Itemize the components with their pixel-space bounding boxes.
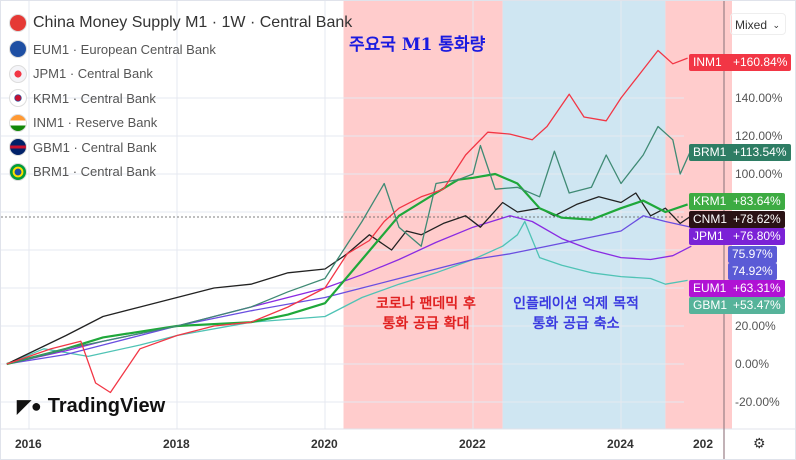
price-label-symbol: EUM1 (693, 281, 727, 295)
scale-mode-label: Mixed (735, 18, 768, 32)
price-label-symbol: CNM1 (693, 212, 728, 226)
eu-flag-icon (9, 40, 27, 59)
inflation-line2: 통화 공급 축소 (532, 316, 620, 332)
pandemic-line2: 통화 공급 확대 (382, 316, 470, 332)
inflation-annotation: 인플레이션 억제 목적 통화 공급 축소 (501, 294, 651, 334)
price-label-inm1: INM1 +160.84% (689, 54, 792, 71)
settings-gear-icon[interactable]: ⚙ (753, 435, 766, 451)
price-label-value: +53.47% (733, 298, 781, 312)
price-label-scale: 75.97% (728, 246, 777, 263)
x-tick-label: 2024 (607, 437, 634, 451)
y-tick-label: 100.00% (735, 167, 783, 181)
price-label-cnm1: CNM1 +78.62% (689, 211, 785, 228)
y-tick-label: 0.00% (735, 357, 770, 371)
series-line-brm1[interactable] (6, 125, 692, 365)
tradingview-wordmark: TradingView (47, 395, 166, 417)
x-tick-label: 2020 (311, 437, 338, 451)
chevron-down-icon: ⌄ (772, 20, 780, 30)
price-label-symbol: GBM1 (693, 298, 728, 312)
price-label-value: +160.84% (733, 55, 788, 69)
legend-label: JPM1 · Central Bank (33, 66, 153, 82)
pandemic-line1: 코로나 팬데믹 후 (376, 296, 476, 312)
y-tick-label: 140.00% (735, 91, 783, 105)
price-label-scale: 74.92% (728, 263, 777, 280)
y-tick-label: 120.00% (735, 129, 783, 143)
price-label-value: +76.80% (733, 229, 781, 243)
x-tick-label: 2022 (459, 437, 486, 451)
price-label-value: 75.97% (732, 247, 773, 261)
legend-main[interactable]: China Money Supply M1 · 1W · Central Ban… (9, 9, 352, 37)
price-label-value: 74.92% (732, 264, 773, 278)
series-line-cnm1[interactable] (6, 192, 692, 365)
x-tick-label: 2016 (15, 437, 42, 451)
chart-annotation-title: 주요국 M1 통화량 (349, 35, 486, 55)
scale-mode-dropdown[interactable]: Mixed ⌄ (730, 13, 786, 35)
price-label-value: +113.54% (733, 145, 787, 159)
price-label-brm1: BRM1 +113.54% (689, 144, 791, 161)
tradingview-logo-icon: ◤● (17, 396, 42, 416)
legend-item[interactable]: BRM1 · Central Bank (9, 160, 352, 185)
legend-main-label: China Money Supply M1 · 1W · Central Ban… (33, 14, 353, 31)
legend-item[interactable]: INM1 · Reserve Bank (9, 111, 352, 136)
legend-item[interactable]: GBM1 · Central Bank (9, 135, 352, 160)
series-line-eum1[interactable] (6, 215, 692, 365)
legend-item[interactable]: KRM1 · Central Bank (9, 86, 352, 111)
x-tick-label: 2018 (163, 437, 190, 451)
japan-flag-icon (9, 64, 27, 83)
price-label-value: +78.62% (733, 212, 781, 226)
legend-label: KRM1 · Central Bank (33, 90, 156, 106)
legend: China Money Supply M1 · 1W · Central Ban… (9, 9, 352, 184)
price-label-symbol: KRM1 (693, 194, 727, 208)
price-label-symbol: INM1 (693, 55, 722, 69)
price-label-symbol: JPM1 (693, 229, 724, 243)
y-tick-label: 20.00% (735, 319, 776, 333)
legend-label: GBM1 · Central Bank (33, 139, 157, 155)
price-label-krm1: KRM1 +83.64% (689, 193, 785, 210)
series-line-inm1[interactable] (6, 49, 688, 394)
korea-flag-icon (9, 89, 27, 108)
uk-flag-icon (9, 138, 27, 157)
legend-label: BRM1 · Central Bank (33, 164, 156, 180)
y-tick-label: -20.00% (735, 395, 780, 409)
price-label-jpm1: JPM1 +76.80% (689, 228, 785, 245)
legend-label: EUM1 · European Central Bank (33, 41, 216, 57)
price-label-gbm1: GBM1 +53.47% (689, 297, 785, 314)
tradingview-logo[interactable]: ◤● TradingView (17, 395, 165, 418)
legend-label: INM1 · Reserve Bank (33, 115, 158, 131)
x-tick-label: 202 (693, 437, 714, 451)
india-flag-icon (9, 113, 27, 132)
price-label-value: +83.64% (733, 194, 781, 208)
brazil-flag-icon (9, 162, 27, 181)
price-label-eum1: EUM1 +63.31% (689, 280, 785, 297)
price-label-symbol: BRM1 (693, 145, 727, 159)
inflation-line1: 인플레이션 억제 목적 (513, 296, 639, 312)
legend-item[interactable]: EUM1 · European Central Bank (9, 37, 352, 62)
price-label-value: +63.31% (733, 281, 781, 295)
pandemic-annotation: 코로나 팬데믹 후 통화 공급 확대 (356, 294, 496, 334)
china-flag-icon (9, 14, 27, 32)
shaded-region-inflation (502, 1, 666, 429)
shaded-region-pandemic (343, 1, 503, 429)
legend-item[interactable]: JPM1 · Central Bank (9, 62, 352, 87)
